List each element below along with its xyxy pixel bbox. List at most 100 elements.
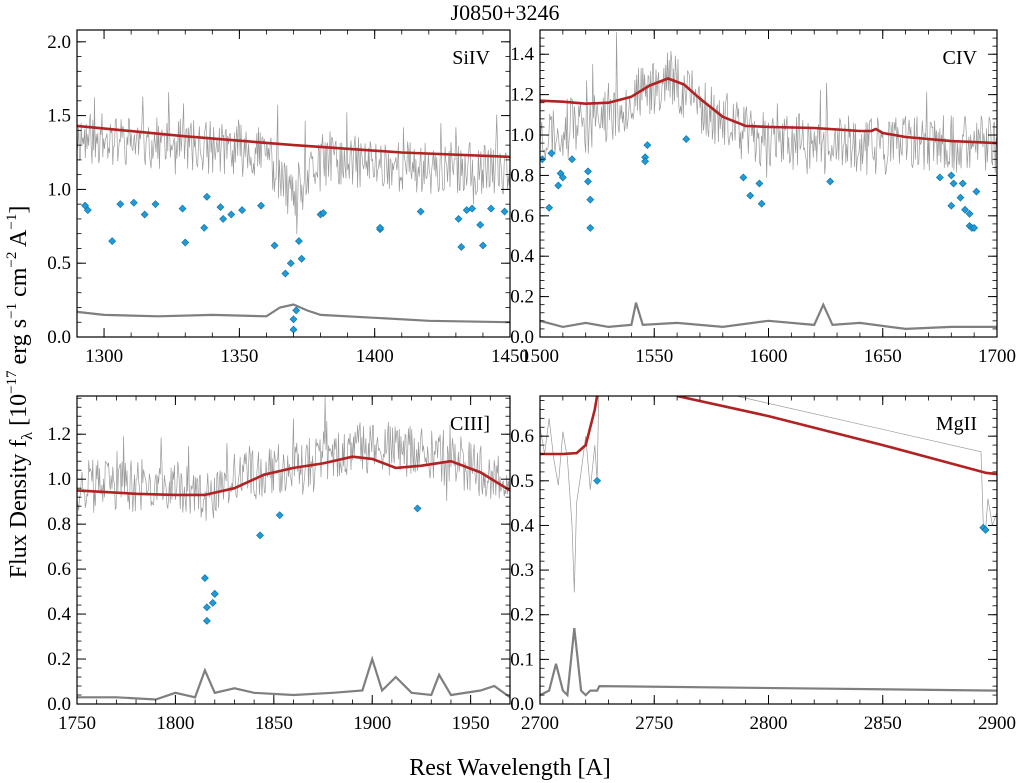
error-line bbox=[540, 627, 997, 698]
absorption-point bbox=[256, 531, 264, 540]
absorption-point bbox=[376, 223, 385, 232]
absorption-point bbox=[558, 173, 567, 182]
x-tick-label: 2850 bbox=[864, 713, 902, 734]
panel-siiv: 1300 1350 1400 1450 0.0 0.5 1.0 1.5 2.0 SiIV bbox=[47, 29, 529, 367]
panel-civ: 1500 1550 1600 1650 1700 0.0 0.2 0.4 0.6 0.8 1.0 1.… bbox=[510, 29, 1016, 367]
plot-area bbox=[540, 32, 997, 331]
absorption-point bbox=[468, 204, 477, 213]
y-tick-label: 1.2 bbox=[510, 85, 534, 106]
x-tick-label: 1350 bbox=[220, 346, 258, 367]
y-tick-label: 1.5 bbox=[47, 106, 71, 127]
y-axis-label: Flux Density fλ [10−17 erg s−1 cm−2 A−1] bbox=[4, 206, 36, 579]
absorption-point bbox=[755, 179, 764, 188]
absorption-point bbox=[457, 243, 466, 251]
absorption-point bbox=[202, 603, 211, 612]
x-tick-label: 2800 bbox=[750, 713, 788, 734]
absorption-point bbox=[739, 173, 748, 182]
y-tick-label: 0.0 bbox=[47, 694, 71, 715]
absorption-point bbox=[479, 241, 487, 250]
y-tick-label: 1.0 bbox=[47, 469, 71, 490]
panel-frame bbox=[76, 29, 511, 338]
absorption-point bbox=[238, 206, 247, 214]
absorption-point bbox=[208, 598, 217, 607]
y-tick-label: 0.0 bbox=[47, 327, 71, 348]
y-tick-label: 0.0 bbox=[510, 694, 534, 715]
model-line bbox=[77, 455, 510, 497]
absorption-point bbox=[270, 241, 279, 250]
absorption-point bbox=[216, 203, 225, 212]
absorption-point bbox=[547, 149, 556, 158]
absorption-point bbox=[981, 525, 990, 534]
x-tick-label: 1700 bbox=[978, 346, 1016, 367]
absorption-point bbox=[487, 204, 495, 213]
y-tick-label: 0.3 bbox=[510, 560, 534, 581]
absorption-point bbox=[200, 223, 209, 232]
y-tick-label: 0.5 bbox=[510, 471, 534, 492]
plot-area bbox=[77, 396, 510, 701]
y-tick-label: 0.1 bbox=[510, 649, 534, 670]
absorption-point bbox=[294, 237, 303, 245]
absorption-point bbox=[949, 179, 958, 188]
absorption-point bbox=[970, 224, 979, 232]
absorption-point bbox=[586, 195, 595, 204]
y-tick-label: 0.2 bbox=[47, 649, 71, 670]
absorption-point bbox=[289, 325, 298, 334]
y-tick-label: 0.4 bbox=[510, 515, 534, 536]
absorption-point bbox=[568, 155, 576, 164]
absorption-point bbox=[584, 177, 592, 186]
absorption-point bbox=[956, 193, 965, 202]
ion-label: SiIV bbox=[452, 47, 490, 69]
spectrum-line bbox=[77, 396, 510, 521]
y-tick-label: 1.0 bbox=[47, 179, 71, 200]
absorption-point bbox=[961, 205, 969, 214]
absorption-point bbox=[116, 200, 125, 209]
absorption-point bbox=[178, 204, 187, 213]
spectrum-line bbox=[77, 92, 510, 235]
absorption-point bbox=[746, 191, 755, 200]
x-tick-label: 1950 bbox=[452, 713, 490, 734]
absorption-point bbox=[947, 171, 956, 180]
x-tick-label: 2900 bbox=[978, 713, 1016, 734]
absorption-point bbox=[227, 210, 236, 219]
y-tick-label: 0.5 bbox=[47, 253, 71, 274]
y-tick-label: 0.6 bbox=[510, 426, 534, 447]
model-line bbox=[540, 77, 997, 145]
absorption-point bbox=[476, 220, 485, 229]
x-tick-label: 1300 bbox=[85, 346, 123, 367]
error-line bbox=[540, 302, 997, 331]
absorption-point bbox=[319, 209, 328, 217]
absorption-point bbox=[151, 200, 160, 209]
y-tick-label: 0.4 bbox=[47, 604, 71, 625]
figure-title: J0850+3246 bbox=[451, 0, 560, 25]
x-axis-label: Rest Wavelength [A] bbox=[409, 755, 611, 781]
absorption-point bbox=[586, 224, 595, 232]
plot-area bbox=[77, 92, 510, 334]
absorption-point bbox=[554, 181, 563, 190]
absorption-point bbox=[584, 167, 592, 176]
x-tick-label: 2700 bbox=[521, 713, 559, 734]
absorption-point bbox=[210, 589, 219, 598]
absorption-point bbox=[416, 207, 425, 216]
absorption-point bbox=[462, 206, 471, 214]
spectrum-line bbox=[540, 32, 997, 179]
absorption-point bbox=[202, 616, 211, 625]
ion-label: CIV bbox=[943, 47, 978, 69]
absorption-point bbox=[275, 511, 284, 520]
absorption-point bbox=[935, 173, 944, 182]
x-tick-label: 1650 bbox=[864, 346, 902, 367]
x-tick-label: 1900 bbox=[353, 713, 391, 734]
y-tick-label: 1.2 bbox=[47, 424, 71, 445]
model-line bbox=[676, 396, 997, 476]
x-tick-label: 1600 bbox=[750, 346, 788, 367]
absorption-point bbox=[593, 476, 602, 485]
absorption-point bbox=[297, 254, 306, 263]
absorption-point bbox=[108, 237, 117, 245]
absorption-point bbox=[947, 201, 956, 210]
absorption-point bbox=[413, 504, 422, 513]
panel-mgii: 2700 2750 2800 2850 2900 0.0 0.1 0.2 0.3 0.4 0.5 0.… bbox=[510, 395, 1016, 734]
absorption-point bbox=[682, 135, 691, 143]
x-tick-label: 1400 bbox=[356, 346, 394, 367]
model-line bbox=[540, 396, 599, 456]
error-line bbox=[77, 655, 510, 701]
